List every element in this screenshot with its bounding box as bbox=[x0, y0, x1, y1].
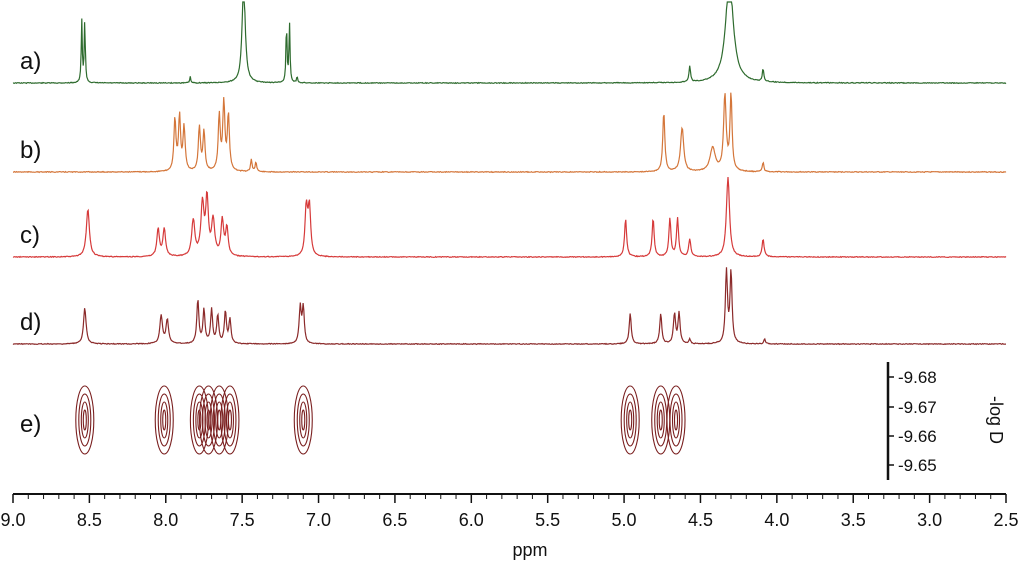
spectrum-line-d bbox=[12, 267, 1006, 346]
x-tick-label: 4.5 bbox=[688, 510, 713, 530]
series-label-e: e) bbox=[20, 411, 41, 438]
x-tick-label: 8.5 bbox=[77, 510, 102, 530]
x-tick-label: 8.0 bbox=[153, 510, 178, 530]
x-tick-label: 4.0 bbox=[764, 510, 789, 530]
x-tick-label: 6.5 bbox=[382, 510, 407, 530]
dosy-y-tick-label: -9.68 bbox=[898, 368, 937, 387]
spectrum-line-b bbox=[13, 92, 1007, 174]
x-tick-label: 9.0 bbox=[0, 510, 25, 530]
x-tick-label: 2.5 bbox=[993, 510, 1018, 530]
dosy-y-tick-label: -9.65 bbox=[898, 456, 937, 475]
x-axis: 9.0 8.5 8.0 7.5 7.0 6.5 6.0 5.5 5.0 4.5 4.0 3.5 3.0 2… bbox=[0, 493, 1019, 530]
series-label-c: c) bbox=[20, 222, 40, 249]
dosy-y-axis-label: -log D bbox=[986, 396, 1006, 444]
series-label-d: d) bbox=[20, 309, 41, 336]
dosy-spot-1 bbox=[154, 385, 174, 455]
x-tick-label: 7.5 bbox=[230, 510, 255, 530]
spectrum-line-a bbox=[12, 1, 1007, 85]
dosy-y-tick-label: -9.66 bbox=[898, 427, 937, 446]
dosy-spot-6 bbox=[293, 385, 313, 455]
x-tick-label: 5.5 bbox=[535, 510, 560, 530]
dosy-spot-9 bbox=[666, 385, 686, 455]
series-label-b: b) bbox=[20, 137, 41, 164]
x-axis-label: ppm bbox=[512, 540, 547, 560]
dosy-group: e) -9.68 -9.67 -9.66 -9.65 -log D bbox=[20, 362, 1006, 480]
x-tick-label: 3.0 bbox=[917, 510, 942, 530]
series-label-a: a) bbox=[20, 48, 41, 75]
spectra-group: a) b) c) d) bbox=[12, 1, 1007, 346]
dosy-spot-7 bbox=[620, 385, 640, 455]
dosy-y-tick-label: -9.67 bbox=[898, 398, 937, 417]
spectrum-line-c bbox=[12, 177, 1007, 259]
x-tick-label: 3.5 bbox=[841, 510, 866, 530]
dosy-spot-0 bbox=[75, 385, 95, 455]
x-tick-label: 7.0 bbox=[306, 510, 331, 530]
dosy-spot-5 bbox=[220, 385, 240, 455]
x-tick-label: 5.0 bbox=[612, 510, 637, 530]
dosy-spot-4 bbox=[209, 385, 229, 455]
x-tick-label: 6.0 bbox=[459, 510, 484, 530]
